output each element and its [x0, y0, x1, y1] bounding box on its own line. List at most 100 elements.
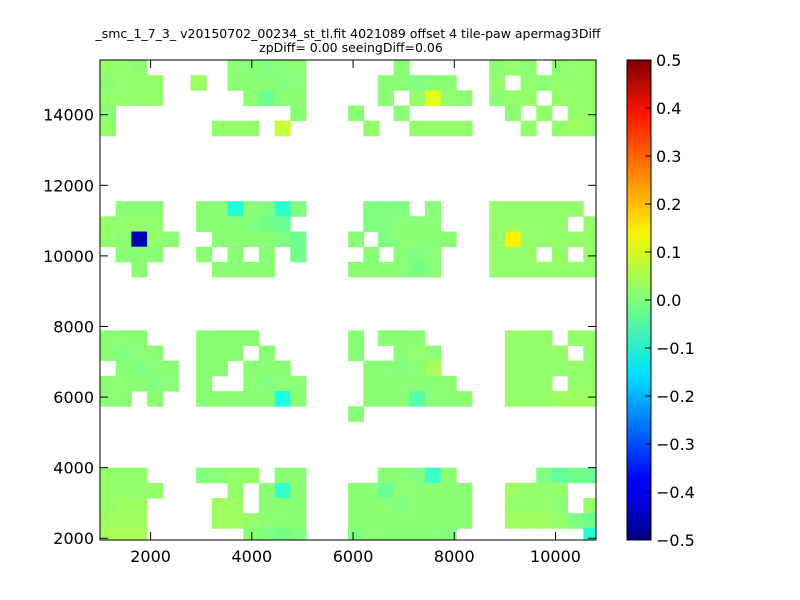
- heatmap-cell: [274, 60, 291, 76]
- heatmap-cell: [290, 513, 307, 529]
- chart-title: _smc_1_7_3_ v20150702_00234_st_tl.fit 40…: [94, 26, 600, 41]
- heatmap-cell: [162, 231, 179, 248]
- heatmap-cell: [424, 261, 442, 278]
- heatmap-cell: [131, 75, 148, 91]
- heatmap-cell: [115, 375, 132, 392]
- heatmap-cell: [504, 201, 521, 217]
- colorbar-tick-label: −0.4: [656, 483, 695, 502]
- y-tick-label: 6000: [53, 388, 94, 407]
- heatmap-cell: [258, 528, 276, 541]
- heatmap-cell: [115, 498, 132, 514]
- heatmap-cell: [424, 120, 442, 137]
- heatmap-cell: [393, 528, 410, 541]
- heatmap-cell: [424, 528, 442, 541]
- heatmap-cell: [274, 201, 291, 217]
- heatmap-cell: [456, 513, 473, 529]
- heatmap-cell: [520, 360, 537, 377]
- heatmap-cell: [227, 261, 244, 278]
- heatmap-cell: [211, 201, 228, 217]
- colorbar-tick-label: 0.3: [656, 147, 681, 166]
- heatmap-cell: [504, 105, 521, 122]
- heatmap-cell: [393, 375, 410, 392]
- heatmap-cell: [551, 201, 569, 217]
- heatmap-cell: [100, 375, 117, 392]
- heatmap-cells: [100, 60, 597, 541]
- heatmap-cell: [551, 216, 569, 232]
- colorbar-tick-label: 0.1: [656, 243, 681, 262]
- heatmap-cell: [393, 105, 410, 122]
- heatmap-cell: [258, 60, 276, 76]
- heatmap-cell: [567, 201, 584, 217]
- heatmap-cell: [583, 391, 597, 407]
- heatmap-cell: [456, 120, 473, 137]
- heatmap-cell: [274, 467, 291, 484]
- heatmap-cell: [409, 246, 426, 263]
- heatmap-cell: [489, 246, 506, 263]
- heatmap-cell: [489, 75, 506, 91]
- heatmap-cell: [115, 482, 132, 499]
- heatmap-cell: [440, 90, 457, 106]
- heatmap-cell: [348, 406, 365, 422]
- chart-subtitle: zpDiff= 0.00 seeingDiff=0.06: [259, 40, 443, 55]
- x-tick-label: 8000: [434, 547, 475, 566]
- heatmap-cell: [377, 216, 394, 232]
- heatmap-cell: [440, 75, 457, 91]
- heatmap-cell: [100, 528, 117, 541]
- heatmap-cell: [274, 75, 291, 91]
- heatmap-cell: [258, 246, 276, 263]
- heatmap-cell: [536, 75, 553, 91]
- heatmap-cell: [348, 482, 365, 499]
- y-tick-label: 10000: [43, 247, 94, 266]
- heatmap-cell: [489, 60, 506, 76]
- heatmap-cell: [440, 498, 457, 514]
- heatmap-cell: [100, 75, 117, 91]
- heatmap-cell: [147, 231, 164, 248]
- heatmap-cell: [377, 201, 394, 217]
- heatmap-cell: [583, 513, 597, 529]
- heatmap-cell: [348, 513, 365, 529]
- heatmap-cell: [147, 375, 164, 392]
- heatmap-cell: [377, 467, 394, 484]
- heatmap-cell: [520, 345, 537, 362]
- heatmap-cell: [211, 231, 228, 248]
- heatmap-cell: [131, 231, 148, 248]
- heatmap-cell: [348, 498, 365, 514]
- heatmap-cell: [211, 330, 228, 346]
- heatmap-cell: [227, 60, 244, 76]
- heatmap-cell: [227, 246, 244, 263]
- heatmap-cell: [424, 498, 442, 514]
- heatmap-cell: [363, 498, 380, 514]
- plot-frame: [99, 59, 597, 541]
- heatmap-cell: [162, 375, 179, 392]
- heatmap-cell: [409, 120, 426, 137]
- heatmap-cell: [227, 391, 244, 407]
- heatmap-cell: [377, 482, 394, 499]
- heatmap-cell: [536, 105, 553, 122]
- heatmap-cell: [393, 201, 410, 217]
- heatmap-cell: [227, 75, 244, 91]
- heatmap-cell: [227, 467, 244, 484]
- heatmap-cell: [567, 75, 584, 91]
- heatmap-cell: [504, 345, 521, 362]
- heatmap-cell: [440, 375, 457, 392]
- heatmap-cell: [348, 330, 365, 346]
- heatmap-cell: [147, 216, 164, 232]
- heatmap-cell: [551, 345, 569, 362]
- heatmap-cell: [131, 201, 148, 217]
- x-tick-label: 6000: [333, 547, 374, 566]
- heatmap-cell: [258, 90, 276, 106]
- heatmap-cell: [520, 261, 537, 278]
- heatmap-cell: [520, 216, 537, 232]
- heatmap-cell: [211, 391, 228, 407]
- heatmap-cell: [567, 375, 584, 392]
- heatmap-cell: [377, 75, 394, 91]
- heatmap-cell: [100, 231, 117, 248]
- y-tick-label: 4000: [53, 459, 94, 478]
- y-tick-label: 14000: [43, 106, 94, 125]
- heatmap-cell: [115, 345, 132, 362]
- heatmap-cell: [290, 201, 307, 217]
- heatmap-cell: [274, 120, 291, 137]
- heatmap-cell: [131, 360, 148, 377]
- heatmap-cell: [227, 120, 244, 137]
